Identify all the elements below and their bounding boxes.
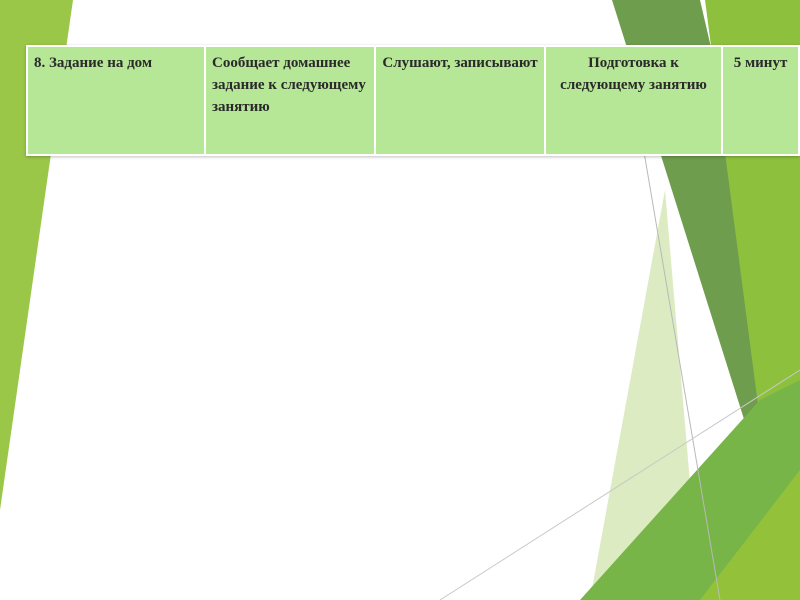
bottom-bright-shape [700,470,800,600]
time-cell: 5 минут [721,45,800,156]
lesson-plan-table: 8. Задание на дом Сообщает домашнее зада… [26,45,800,156]
thin-line-1 [641,139,721,600]
stage-cell: 8. Задание на дом [26,45,206,156]
student-activity-cell: Слушают, записывают [374,45,546,156]
table-row: 8. Задание на дом Сообщает домашнее зада… [26,45,800,156]
result-cell: Подготовка к следующему занятию [544,45,723,156]
teacher-activity-cell: Сообщает домашнее задание к следующему з… [204,45,376,156]
thin-line-2 [439,369,800,600]
